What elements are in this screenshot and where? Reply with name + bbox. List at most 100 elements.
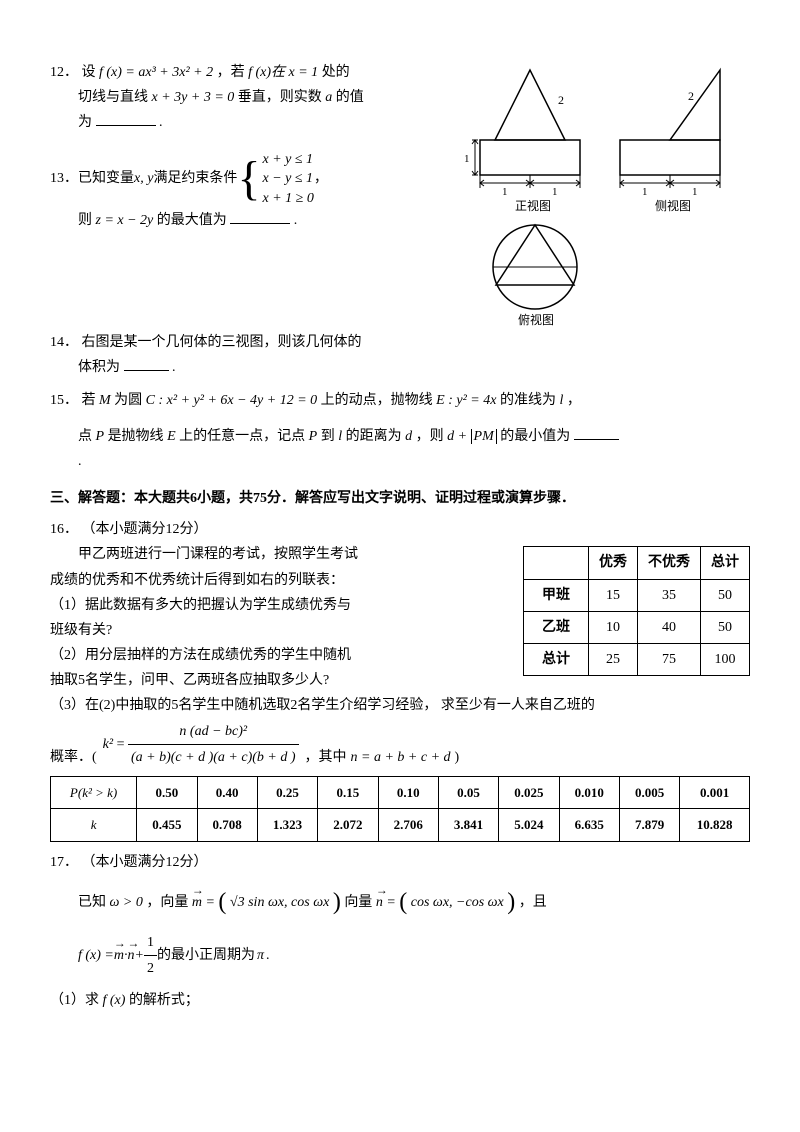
q17-l1d: ，且 [519,895,547,910]
t2-2-6: 3.841 [438,809,498,841]
q15-E: E [167,429,176,444]
q13: 13． 已知变量 x, y 满足约束条件 { x + y ≤ 1 x − y ≤… [50,150,450,234]
q15-l: l [559,393,563,408]
q15: 15． 若 M 为圆 C : x² + y² + 6x − 4y + 12 = … [50,388,750,474]
q13-c2: x − y ≤ 1 [262,169,313,189]
q17-title: （本小题满分12分） [82,855,208,870]
q17-l1b: ，向量 [146,895,188,910]
q15-period: . [50,449,750,474]
q15-abs: PM [471,429,497,444]
q12-t1: 设 [82,65,96,80]
q15-line2: 点 P 是抛物线 E 上的任意一点，记点 P 到 l 的距离为 d ，则 d +… [50,424,750,449]
q17-line2: f (x) = m · n + 1 2 的最小正周期为 π . [50,930,750,981]
q17-half: 1 2 [144,930,157,981]
q16-p2: 成绩的优秀和不优秀统计后得到如右的列联表： [50,568,511,593]
q16-k2: k² [103,737,113,752]
q12-period: . [159,115,163,130]
q17-pi: π [257,943,264,968]
q15-l2a: 点 [78,429,92,444]
q14-number: 14． [50,335,78,350]
table-row: 甲班 15 35 50 [524,579,750,611]
t2-1-6: 0.05 [438,777,498,809]
q12-fdef: f (x) = ax³ + 3x² + 2 [99,65,213,80]
q12-line3: 为 . [50,110,450,135]
t1-h0 [524,547,589,579]
q12-t3: 处的 [322,65,350,80]
t1-r1-3: 50 [701,579,750,611]
t2-1-9: 0.005 [619,777,679,809]
q12-a: a [325,90,332,105]
q12-q13-col: 12． 设 f (x) = ax³ + 3x² + 2 ，若 f (x)在 x … [50,60,450,234]
t1-r2-3: 50 [701,611,750,643]
q15-l2c: 上的任意一点，记点 [179,429,305,444]
t1-r1-1: 15 [589,579,638,611]
q13-c1: x + y ≤ 1 [262,150,313,170]
q15-t1: 若 [82,393,96,408]
q15-blank [574,425,619,440]
q16-contingency-table: 优秀 不优秀 总计 甲班 15 35 50 乙班 10 40 50 总计 [523,546,750,676]
q12-l2a: 切线与直线 [78,90,148,105]
t2-2-3: 1.323 [257,809,317,841]
q15-P2: P [309,429,318,444]
q14-l1: 右图是某一个几何体的三视图，则该几何体的 [82,335,362,350]
q15-dexpr: d + PM [447,429,497,444]
q16-text-col: 甲乙两班进行一门课程的考试，按照学生考试 成绩的优秀和不优秀统计后得到如右的列联… [50,542,511,693]
q13-comma: ， [314,166,328,191]
t1-r3-2: 75 [638,643,701,675]
t1-h1: 优秀 [589,547,638,579]
rparen-icon: ) [333,889,341,915]
q16-p4: 班级有关? [50,618,511,643]
q15-d: d [405,429,412,444]
t2-1-1: 0.50 [137,777,197,809]
t2-1-10: 0.001 [680,777,750,809]
q17-omega: ω > 0 [110,895,143,910]
t1-r2-2: 40 [638,611,701,643]
q12-number: 12． [50,65,78,80]
q12-line2: 切线与直线 x + 3y + 3 = 0 垂直，则实数 a 的值 [50,85,450,110]
q15-P: P [96,429,105,444]
t2-2-1: 0.455 [137,809,197,841]
svg-text:1: 1 [502,186,508,198]
t2-2-8: 6.635 [559,809,619,841]
t1-r2-1: 10 [589,611,638,643]
q17-m-contents: √3 sin ωx, cos ωx [230,895,329,910]
q15-l2f: ，则 [416,429,444,444]
t2-2-7: 5.024 [499,809,559,841]
svg-text:1: 1 [552,186,558,198]
top-view-label: 俯视图 [518,312,554,327]
q16-fnum: n (ad − bc)² [179,724,247,739]
t2-2-2: 0.708 [197,809,257,841]
q17-feq: f (x) = [78,943,114,968]
svg-text:1: 1 [642,186,648,198]
q15-circle: C : x² + y² + 6x − 4y + 12 = 0 [146,393,318,408]
table-row: 乙班 10 40 50 [524,611,750,643]
q15-t3: 上的动点，抛物线 [321,393,433,408]
q15-M: M [99,393,111,408]
t1-r3-1: 25 [589,643,638,675]
q17-half-d: 2 [144,956,157,981]
q14: 14． 右图是某一个几何体的三视图，则该几何体的 体积为 . [50,330,750,380]
t1-h3: 总计 [701,547,750,579]
q14-l2: 体积为 [78,360,120,375]
lparen-icon-2: ( [399,889,407,915]
table-row: 总计 25 75 100 [524,643,750,675]
q13-line2: 则 z = x − 2y 的最大值为 . [50,208,450,233]
q17-fx: f (x) [103,993,126,1008]
q17-q1a: （1）求 [50,993,99,1008]
svg-text:1: 1 [464,153,470,165]
t1-r3-0: 总计 [524,643,589,675]
q15-l2b: 是抛物线 [108,429,164,444]
section3-heading: 三、解答题：本大题共6小题，共75分．解答应写出文字说明、证明过程或演算步骤． [50,486,750,511]
q13-period: . [294,213,298,228]
t2-1-7: 0.025 [499,777,559,809]
q13-z: z = x − 2y [96,213,154,228]
t1-r1-2: 35 [638,579,701,611]
q16-p6: 抽取5名学生，问甲、乙两班各应抽取多少人? [50,668,511,693]
q15-l2e: 的距离为 [346,429,402,444]
q16-p8c: ) [455,745,460,770]
q17-n-vec: n [376,890,383,915]
q13-c3: x + 1 ≥ 0 [262,189,313,209]
q16-nfor: n = a + b + c + d [351,745,451,770]
three-view-figure: 2 1 1 [450,60,750,330]
q14-blank [124,356,169,371]
